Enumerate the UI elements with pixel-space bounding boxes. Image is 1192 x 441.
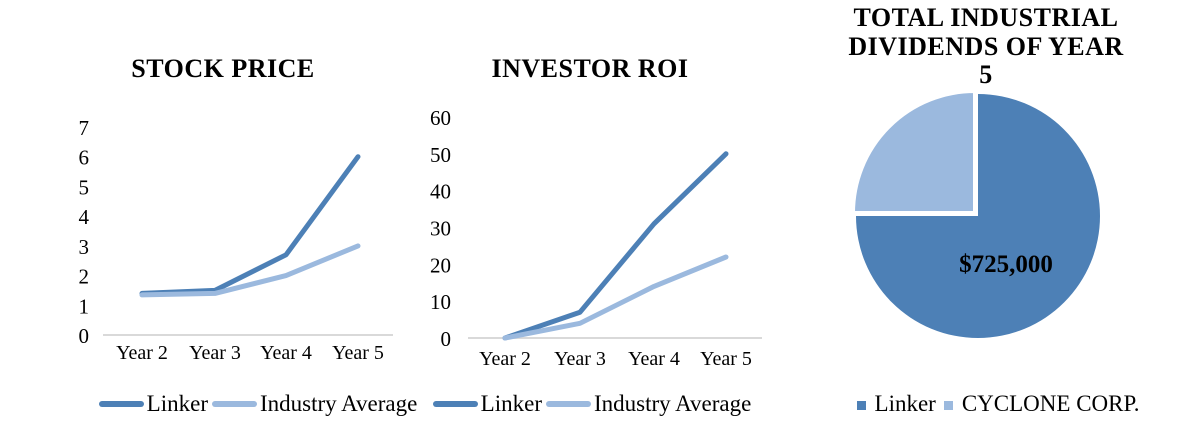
series-line-linker	[139, 154, 361, 296]
legend-item-linker: Linker	[432, 391, 542, 417]
y-tick-label: 20	[430, 253, 451, 277]
x-category-label: Year 5	[332, 342, 384, 364]
x-category-label: Year 3	[189, 342, 241, 364]
y-tick-label: 3	[79, 235, 90, 259]
pie-slice-cyclone-corp-	[851, 89, 977, 215]
dividends-pie-plot: $725,000	[851, 89, 1100, 338]
y-tick-label: 40	[430, 180, 451, 204]
series-line-industry-average	[139, 243, 361, 298]
legend-label-linker: Linker	[146, 391, 208, 416]
legend-label-industry-average: Industry Average	[259, 391, 418, 416]
industry-average-line-swatch	[211, 401, 257, 407]
pie-data-label: $725,000	[959, 251, 1053, 278]
cyclone-corp-square-swatch	[943, 400, 953, 410]
y-tick-label: 50	[430, 143, 451, 167]
pie-slice-linker	[856, 94, 1100, 338]
legend-item-industry-average: Industry Average	[545, 391, 752, 417]
y-tick-label: 0	[79, 324, 90, 348]
series-line-industry-average	[502, 254, 729, 341]
linker-line-swatch	[432, 401, 478, 407]
investor-roi-legend: Linker Industry Average	[412, 391, 772, 417]
x-category-label: Year 3	[554, 348, 606, 370]
stock-price-plot: 0 1 2 3 4 5 6 7 Year 2 Year 3 Year 4 Year 5	[79, 116, 393, 364]
legend-label-industry-average: Industry Average	[593, 391, 752, 416]
dividends-pie-title-text: TOTAL INDUSTRIAL DIVIDENDS OF YEAR 5	[848, 3, 1124, 90]
investor-roi-title: INVESTOR ROI	[491, 54, 689, 83]
legend-item-linker: Linker	[98, 391, 208, 417]
linker-square-swatch	[856, 400, 866, 410]
y-tick-label: 30	[430, 217, 451, 241]
legend-label-linker: Linker	[480, 391, 542, 416]
chart-panel-stock-price: STOCK PRICE 0 1 2 3 4 5 6 7 Year 2 Year 3 Year 4 Ye…	[0, 0, 420, 441]
y-tick-label: 0	[441, 327, 452, 351]
y-tick-label: 1	[79, 294, 90, 318]
legend-label-cyclone-corp: CYCLONE CORP.	[961, 391, 1140, 416]
y-tick-label: 60	[430, 106, 451, 130]
chart-panel-dividends-pie: TOTAL INDUSTRIAL DIVIDENDS OF YEAR 5 $72…	[780, 0, 1192, 441]
x-category-label: Year 2	[116, 342, 168, 364]
legend-item-industry-average: Industry Average	[211, 391, 418, 417]
x-category-label: Year 4	[260, 342, 312, 364]
y-tick-label: 4	[79, 205, 90, 229]
legend-item-linker: Linker	[856, 391, 936, 417]
series-line-linker	[502, 151, 729, 341]
y-tick-label: 6	[79, 146, 90, 170]
dividends-pie-title: TOTAL INDUSTRIAL DIVIDENDS OF YEAR 5	[780, 3, 1192, 90]
x-category-label: Year 2	[479, 348, 531, 370]
legend-label-linker: Linker	[874, 391, 936, 416]
y-tick-label: 7	[79, 116, 90, 140]
stock-price-legend: Linker Industry Average	[48, 391, 468, 417]
x-category-label: Year 4	[628, 348, 680, 370]
investor-roi-plot: 0 10 20 30 40 50 60 Year 2 Year 3 Year 4 Year 5	[430, 106, 762, 370]
chart-panel-investor-roi: INVESTOR ROI 0 10 20 30 40 50 60 Year 2 Year 3 Ye…	[420, 0, 780, 441]
y-tick-label: 2	[79, 265, 90, 289]
x-category-label: Year 5	[700, 348, 752, 370]
stock-price-title: STOCK PRICE	[131, 54, 315, 83]
linker-line-swatch	[98, 401, 144, 407]
legend-item-cyclone-corp: CYCLONE CORP.	[943, 391, 1140, 417]
industry-average-line-swatch	[545, 401, 591, 407]
y-tick-label: 10	[430, 290, 451, 314]
dividends-pie-legend: Linker CYCLONE CORP.	[792, 391, 1192, 417]
y-tick-label: 5	[79, 175, 90, 199]
